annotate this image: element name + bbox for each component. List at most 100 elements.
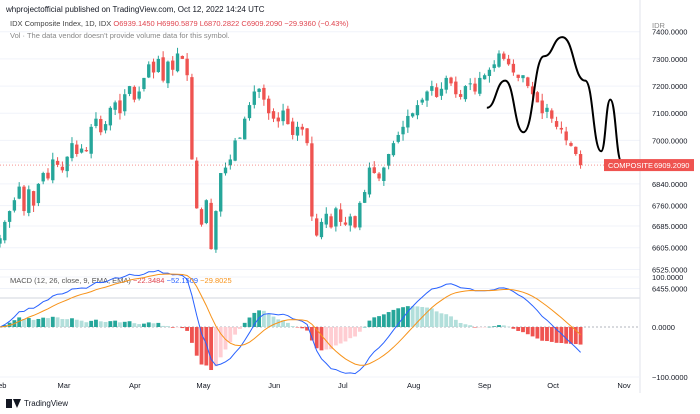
macd-histogram-bar (17, 317, 22, 327)
macd-histogram-bar (70, 318, 74, 327)
macd-line (0, 269, 581, 375)
macd-histogram-bar (511, 327, 516, 329)
macd-histogram-bar (569, 327, 573, 344)
time-tick-label: May (196, 381, 210, 390)
candle-body (291, 121, 295, 135)
macd-tick-label: 100.0000 (652, 273, 683, 282)
macd-histogram-bar (425, 307, 429, 327)
candle-body (137, 91, 141, 99)
macd-histogram-bar (175, 327, 180, 328)
macd-axis: 100.0000 0.0000 −100.0000 (652, 273, 688, 382)
candle-body (329, 216, 333, 228)
candle-body (156, 58, 161, 73)
price-tick-label: 7100.0000 (652, 109, 687, 118)
candle-body (367, 167, 372, 195)
macd-histogram-bar (271, 316, 276, 327)
macd-legend-histogram: −22.3484 (132, 276, 165, 285)
macd-histogram-bar (118, 322, 122, 327)
macd-histogram-bar (377, 316, 381, 327)
candle-body (7, 211, 12, 222)
candle-body (468, 83, 472, 85)
macd-legend-macd: −52.1509 (166, 276, 199, 285)
candle-body (540, 100, 544, 114)
price-tick-label: 6605.0000 (652, 244, 687, 253)
price-tick-label: 6525.0000 (652, 265, 687, 274)
macd-histogram-bar (65, 319, 70, 327)
candle-body (425, 91, 429, 101)
macd-histogram-bar (223, 327, 228, 350)
price-badge-bg (604, 159, 694, 172)
price-tick-label: 7300.0000 (652, 55, 687, 64)
macd-histogram-bar (190, 327, 194, 343)
macd-histogram-bar (473, 327, 477, 328)
main-grid (0, 0, 641, 393)
candle-body (65, 156, 69, 172)
macd-histogram-bar (7, 322, 12, 327)
candle-body (478, 77, 482, 94)
price-tick-label: 7400.0000 (652, 28, 687, 37)
macd-histogram-bar (429, 308, 434, 327)
macd-histogram-bar (497, 325, 501, 327)
candles (0, 47, 640, 253)
macd-histogram-bar (137, 324, 142, 327)
macd-histogram-bar (434, 311, 439, 327)
candle-body (286, 108, 290, 125)
macd-histogram-bar (463, 324, 468, 327)
candle-body (60, 166, 65, 171)
candle-body (463, 86, 468, 100)
candle-body (497, 53, 501, 67)
candle-body (386, 154, 391, 166)
tradingview-logo-icon (6, 399, 21, 408)
macd-histogram-bar (180, 327, 185, 329)
macd-histogram-bar (329, 327, 333, 350)
candle-body (171, 60, 175, 70)
candle-body (569, 143, 573, 146)
candle-body (310, 143, 314, 217)
macd-histogram-bar (309, 327, 314, 341)
candle-body (353, 216, 357, 228)
candle-body (516, 74, 520, 78)
macd-histogram-bar (161, 325, 166, 327)
macd-histogram-bar (458, 323, 463, 327)
macd-histogram-bar (209, 327, 214, 371)
candle-body (55, 160, 60, 165)
macd-histogram-bar (46, 318, 50, 327)
candle-body (228, 159, 232, 166)
macd-histogram-bar (108, 321, 113, 327)
macd-histogram-bar (506, 326, 511, 328)
macd-histogram-bar (94, 319, 98, 327)
macd-histogram-bar (166, 326, 170, 327)
candle-body (70, 143, 74, 159)
candle-body (209, 202, 213, 250)
candle-body (17, 186, 21, 199)
candle-body (113, 102, 117, 110)
candle-body (89, 126, 93, 154)
macd-histogram-bar (146, 322, 151, 327)
candle-body (545, 107, 549, 112)
candle-body (334, 208, 338, 227)
macd-histogram-bar (573, 327, 578, 345)
macd-histogram-bar (247, 317, 252, 327)
candle-body (166, 61, 170, 84)
macd-histogram-bar (257, 310, 262, 327)
time-tick-label: Aug (407, 381, 420, 390)
macd-histogram-bar (343, 327, 348, 342)
macd-histogram-bar (516, 327, 521, 331)
macd-histogram-bar (213, 327, 218, 367)
candle-body (75, 144, 79, 154)
macd-histogram-bar (530, 327, 535, 337)
candle-body (406, 115, 410, 128)
macd-histogram-bar (501, 325, 506, 327)
macd-histogram-bar (285, 322, 290, 327)
candle-body (535, 92, 540, 103)
candle-body (578, 154, 583, 166)
symbol-name[interactable]: IDX Composite Index, 1D, IDX (10, 19, 112, 28)
candle-body (295, 126, 300, 136)
macd-tick-label: 0.0000 (652, 323, 675, 332)
candle-body (362, 192, 367, 203)
macd-histogram-bar (26, 318, 31, 327)
macd-legend[interactable]: MACD (12, 26, close, 9, EMA, EMA) −22.34… (10, 276, 232, 285)
candle-body (108, 107, 113, 126)
footer-brand[interactable]: TradingView (24, 399, 69, 408)
